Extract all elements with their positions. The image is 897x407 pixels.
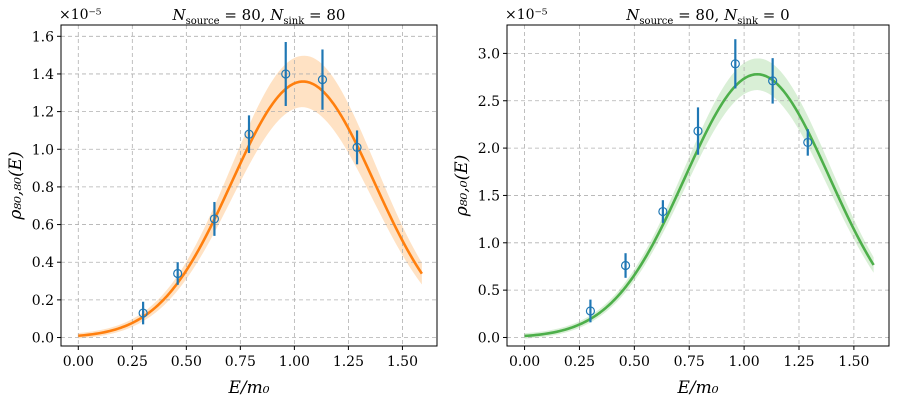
right-x-tick-label: 0.25: [564, 354, 595, 370]
left-x-tick-label: 0.00: [63, 354, 94, 370]
left-axes-frame: [60, 24, 438, 347]
right-axes-frame: [506, 24, 890, 347]
left-data-point: [209, 214, 220, 224]
left-data-point: [317, 74, 328, 85]
left-x-tick-label: 1.25: [333, 354, 364, 370]
right-y-tick-label: 1.0: [478, 236, 500, 252]
right-y-tick-label: 1.5: [478, 188, 500, 204]
left-y-scale-label: ×10⁻⁵: [59, 7, 102, 23]
left-x-tick-label: 0.50: [171, 354, 202, 370]
left-y-tick-label: 0.8: [32, 180, 54, 196]
left-fit-band-layer: [78, 55, 422, 339]
right-chart-title: Nsource = 80, Nsink = 0: [625, 6, 789, 27]
left-x-tick-label: 1.50: [387, 354, 418, 370]
left-data-point: [173, 268, 183, 279]
left-y-tick-label: 0.0: [32, 331, 54, 347]
left-y-tick-label: 0.2: [32, 293, 54, 309]
right-chart: 0.00 0.25 0.50 0.75 1.00 1.25 1.50 0.0 0.5 1.0 1.5…: [452, 6, 890, 398]
right-data-point: [620, 260, 631, 271]
left-x-axis-label: E/m₀: [227, 378, 269, 398]
left-grid: [61, 25, 437, 346]
right-x-tick-label: 0.75: [674, 354, 705, 370]
right-x-tick-label: 1.00: [729, 354, 760, 370]
left-y-axis-label: ρ₈₀,₈₀(E): [6, 151, 26, 220]
right-data-point: [730, 59, 740, 69]
right-y-tick-label: 2.5: [478, 94, 500, 110]
left-fit-band: [78, 55, 422, 339]
left-y-tick-label: 1.2: [32, 105, 54, 121]
left-x-tick-label: 0.75: [225, 354, 256, 370]
left-chart: 0.00 0.25 0.50 0.75 1.00 1.25 1.50 0.0 0.2 0.4 0.6…: [6, 6, 438, 398]
left-data-point: [281, 69, 291, 79]
right-y-tick-label: 0.5: [478, 283, 500, 299]
left-x-tick-label: 1.00: [279, 354, 310, 370]
right-ticks: 0.00 0.25 0.50 0.75 1.00 1.25 1.50 0.0 0.5 1.0 1.5…: [478, 46, 870, 370]
right-grid: [507, 25, 889, 346]
right-x-tick-label: 1.25: [783, 354, 814, 370]
right-y-tick-label: 3.0: [478, 46, 500, 62]
right-data-point: [658, 206, 668, 217]
left-x-tick-label: 0.25: [117, 354, 148, 370]
left-data-point: [244, 129, 254, 139]
right-x-tick-label: 0.50: [619, 354, 650, 370]
right-data-point: [693, 126, 703, 136]
left-chart-title: Nsource = 80, Nsink = 80: [172, 6, 346, 27]
right-y-tick-label: 0.0: [478, 330, 500, 346]
left-data-points: [138, 41, 362, 325]
right-data-point: [585, 306, 596, 316]
right-y-tick-label: 2.0: [478, 141, 500, 157]
right-y-scale-label: ×10⁻⁵: [505, 7, 548, 23]
left-data-point: [352, 142, 362, 152]
right-x-tick-label: 0.00: [509, 354, 540, 370]
right-data-point: [768, 76, 778, 86]
left-ticks: 0.00 0.25 0.50 0.75 1.00 1.25 1.50 0.0 0.2 0.4 0.6…: [32, 29, 418, 370]
left-y-tick-label: 0.4: [32, 255, 54, 271]
left-y-tick-label: 1.4: [32, 67, 54, 83]
right-data-point: [803, 137, 813, 148]
left-y-tick-label: 0.6: [32, 218, 54, 234]
left-y-tick-label: 1.0: [32, 142, 54, 158]
right-x-tick-label: 1.50: [838, 354, 869, 370]
right-y-axis-label: ρ₈₀,₀(E): [452, 155, 472, 218]
left-data-point: [138, 308, 148, 318]
left-y-tick-label: 1.6: [32, 29, 54, 45]
right-x-axis-label: E/m₀: [676, 378, 718, 398]
right-data-points: [585, 39, 813, 323]
